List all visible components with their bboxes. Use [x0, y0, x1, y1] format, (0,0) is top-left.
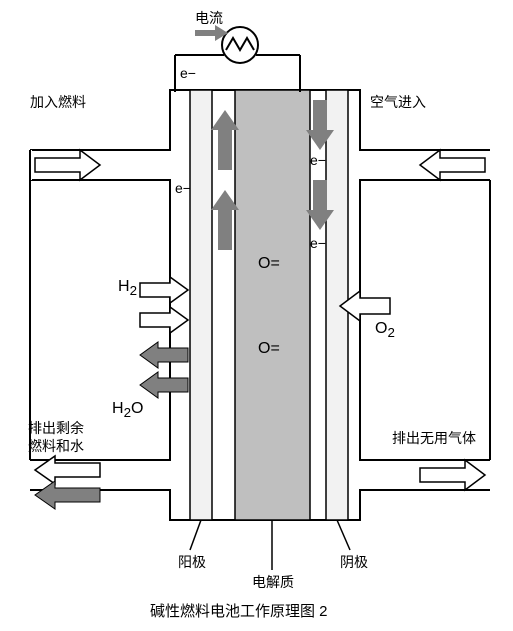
h2o-label: H2O — [112, 400, 143, 420]
electrolyte-rect — [235, 90, 310, 520]
h2-label: H2 — [118, 278, 137, 298]
anode-rect — [190, 90, 212, 520]
waste-fuel-l2: 燃料和水 — [28, 436, 84, 456]
current-label: 电流 — [195, 8, 223, 28]
cathode-leader — [337, 520, 350, 550]
air-in-label: 空气进入 — [370, 92, 426, 112]
electrolyte-label: 电解质 — [252, 572, 294, 592]
waste-gas-arrow — [420, 460, 485, 490]
e-minus-tr: e− — [310, 152, 326, 168]
fuel-in-label: 加入燃料 — [30, 92, 86, 112]
e-minus-tl: e− — [180, 65, 196, 81]
o-ion-1: O= — [258, 255, 280, 273]
air-in-arrow — [420, 150, 485, 180]
anode-leader — [190, 520, 201, 550]
cathode-label: 阴极 — [340, 552, 368, 572]
waste-gas-label: 排出无用气体 — [392, 428, 476, 448]
motor-icon — [222, 27, 258, 63]
waste-fuel-l1: 排出剩余 — [28, 418, 84, 438]
anode-label: 阳极 — [178, 552, 206, 572]
e-minus-mr: e− — [310, 235, 326, 251]
e-minus-ml: e− — [175, 180, 191, 196]
o2-label: O2 — [375, 320, 395, 340]
figure-title: 碱性燃料电池工作原理图 2 — [150, 600, 328, 621]
fuel-in-arrow — [35, 150, 100, 180]
o-ion-2: O= — [258, 340, 280, 358]
waste-out-arrow-gray — [35, 481, 100, 509]
